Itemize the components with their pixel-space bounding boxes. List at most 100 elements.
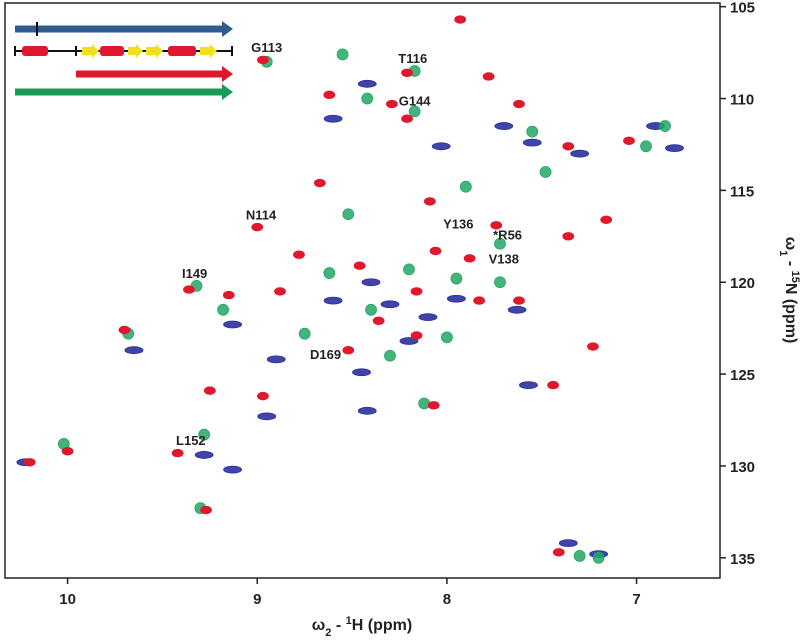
peak (418, 397, 431, 410)
arrow-head (222, 84, 233, 100)
peak (118, 325, 131, 335)
peak (200, 505, 212, 515)
peak (223, 320, 242, 329)
construct-inset (14, 21, 233, 100)
peak (342, 208, 355, 221)
peak (427, 401, 440, 410)
x-tick-label: 9 (253, 591, 261, 608)
peak (357, 406, 377, 415)
strand (82, 44, 99, 58)
strand (200, 44, 217, 58)
peak (257, 391, 269, 401)
peak (562, 142, 575, 151)
y-axis-label-part: 15 (789, 271, 800, 283)
plot-frame (4, 2, 721, 579)
helix (22, 46, 48, 56)
peak (446, 294, 466, 303)
peak (592, 551, 605, 564)
peak (274, 287, 286, 296)
peaks (16, 15, 684, 564)
peak (323, 90, 336, 100)
peak-annotation: Y136 (443, 216, 473, 231)
x-axis-label-part: 2 (325, 627, 331, 638)
peak (399, 337, 419, 345)
peak (665, 144, 684, 153)
peak (251, 222, 264, 232)
peak (431, 142, 451, 151)
peak (217, 303, 230, 316)
peak (336, 48, 349, 61)
peak (352, 368, 371, 377)
x-tick-label: 8 (443, 591, 451, 608)
y-axis-label-part: 1 (777, 250, 789, 256)
peak (519, 381, 538, 390)
x-tick-label: 10 (59, 591, 76, 608)
x-axis-label-part: - (331, 617, 345, 634)
peak (659, 120, 671, 132)
peak (513, 99, 525, 109)
helix (168, 46, 196, 56)
peak-annotation: L152 (176, 433, 206, 448)
x-axis-label-part: H (ppm) (352, 617, 412, 634)
y-tick-label: 120 (730, 275, 755, 292)
peak (23, 458, 36, 467)
peak (298, 327, 311, 340)
peak (410, 287, 423, 296)
peak (257, 412, 277, 421)
peak (600, 215, 613, 224)
y-axis-label: ω1 - 15N (ppm) (777, 237, 800, 344)
peak (623, 136, 635, 145)
arrow-head (222, 21, 233, 37)
peak (266, 355, 286, 364)
peak (440, 331, 453, 344)
peak (198, 428, 211, 441)
peak (408, 105, 421, 118)
peak (562, 232, 575, 241)
peak (401, 114, 413, 123)
peak (384, 349, 396, 362)
y-axis-label-part: - (782, 256, 799, 270)
peak (463, 254, 476, 263)
peak (423, 197, 436, 206)
peak (257, 55, 269, 65)
peak (361, 278, 381, 287)
peak (482, 72, 495, 81)
peak (450, 272, 463, 285)
x-axis-label: ω2 - 1H (ppm) (312, 615, 412, 638)
y-axis-label-part: ω (782, 237, 799, 251)
strand (146, 44, 163, 58)
peak (171, 448, 184, 458)
peak (494, 276, 506, 289)
peak (385, 99, 398, 109)
helix (100, 46, 124, 56)
x-axis-label-part: 1 (346, 615, 352, 627)
peak (313, 178, 326, 188)
peak-annotation: G144 (399, 93, 432, 108)
peak (410, 331, 423, 340)
peak (380, 300, 400, 309)
y-axis-label-part: N (ppm) (782, 283, 799, 343)
peak (222, 290, 235, 300)
x-axis-label-part: ω (312, 617, 326, 634)
peak-annotation: N114 (246, 207, 277, 222)
y-tick-label: 130 (730, 459, 755, 476)
peak (494, 122, 514, 130)
peak (494, 237, 506, 250)
peak-annotation: V138 (489, 251, 519, 266)
peak (293, 250, 305, 259)
y-tick-label: 110 (730, 92, 754, 109)
peak (558, 539, 578, 547)
peak-annotation: I149 (182, 266, 207, 281)
peak (353, 261, 366, 270)
peak (587, 342, 599, 351)
peak (357, 79, 377, 88)
peak-annotation: D169 (310, 347, 341, 362)
peak (507, 305, 527, 314)
arrow-head (222, 66, 233, 82)
peak (323, 114, 343, 123)
y-tick-label: 135 (730, 551, 755, 568)
peak (403, 263, 415, 276)
peak (361, 92, 374, 105)
peak (547, 380, 560, 390)
